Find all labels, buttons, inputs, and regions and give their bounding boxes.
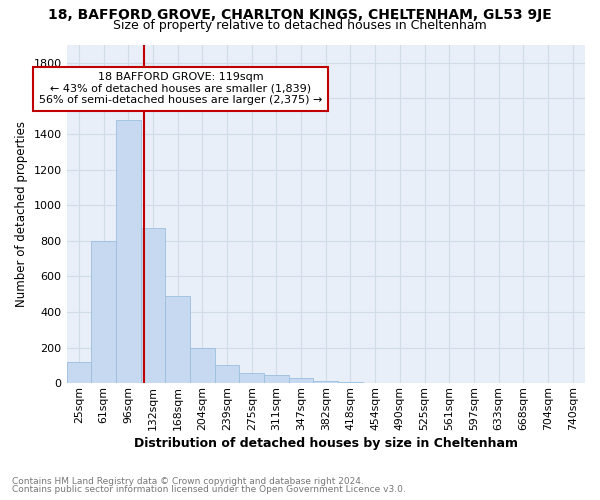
Bar [116, 120, 140, 384]
Bar [239, 372, 264, 384]
Bar [264, 376, 289, 384]
Text: Contains public sector information licensed under the Open Government Licence v3: Contains public sector information licen… [12, 485, 406, 494]
Bar [313, 380, 338, 384]
Bar [289, 378, 313, 384]
Bar [67, 362, 91, 384]
Text: Contains HM Land Registry data © Crown copyright and database right 2024.: Contains HM Land Registry data © Crown c… [12, 477, 364, 486]
Bar [190, 348, 215, 384]
Text: 18 BAFFORD GROVE: 119sqm
← 43% of detached houses are smaller (1,839)
56% of sem: 18 BAFFORD GROVE: 119sqm ← 43% of detach… [39, 72, 322, 106]
Y-axis label: Number of detached properties: Number of detached properties [15, 121, 28, 307]
Bar [215, 366, 239, 384]
Text: Size of property relative to detached houses in Cheltenham: Size of property relative to detached ho… [113, 18, 487, 32]
Text: 18, BAFFORD GROVE, CHARLTON KINGS, CHELTENHAM, GL53 9JE: 18, BAFFORD GROVE, CHARLTON KINGS, CHELT… [48, 8, 552, 22]
Bar [165, 296, 190, 384]
Bar [338, 382, 363, 384]
Bar [91, 241, 116, 384]
X-axis label: Distribution of detached houses by size in Cheltenham: Distribution of detached houses by size … [134, 437, 518, 450]
Bar [140, 228, 165, 384]
